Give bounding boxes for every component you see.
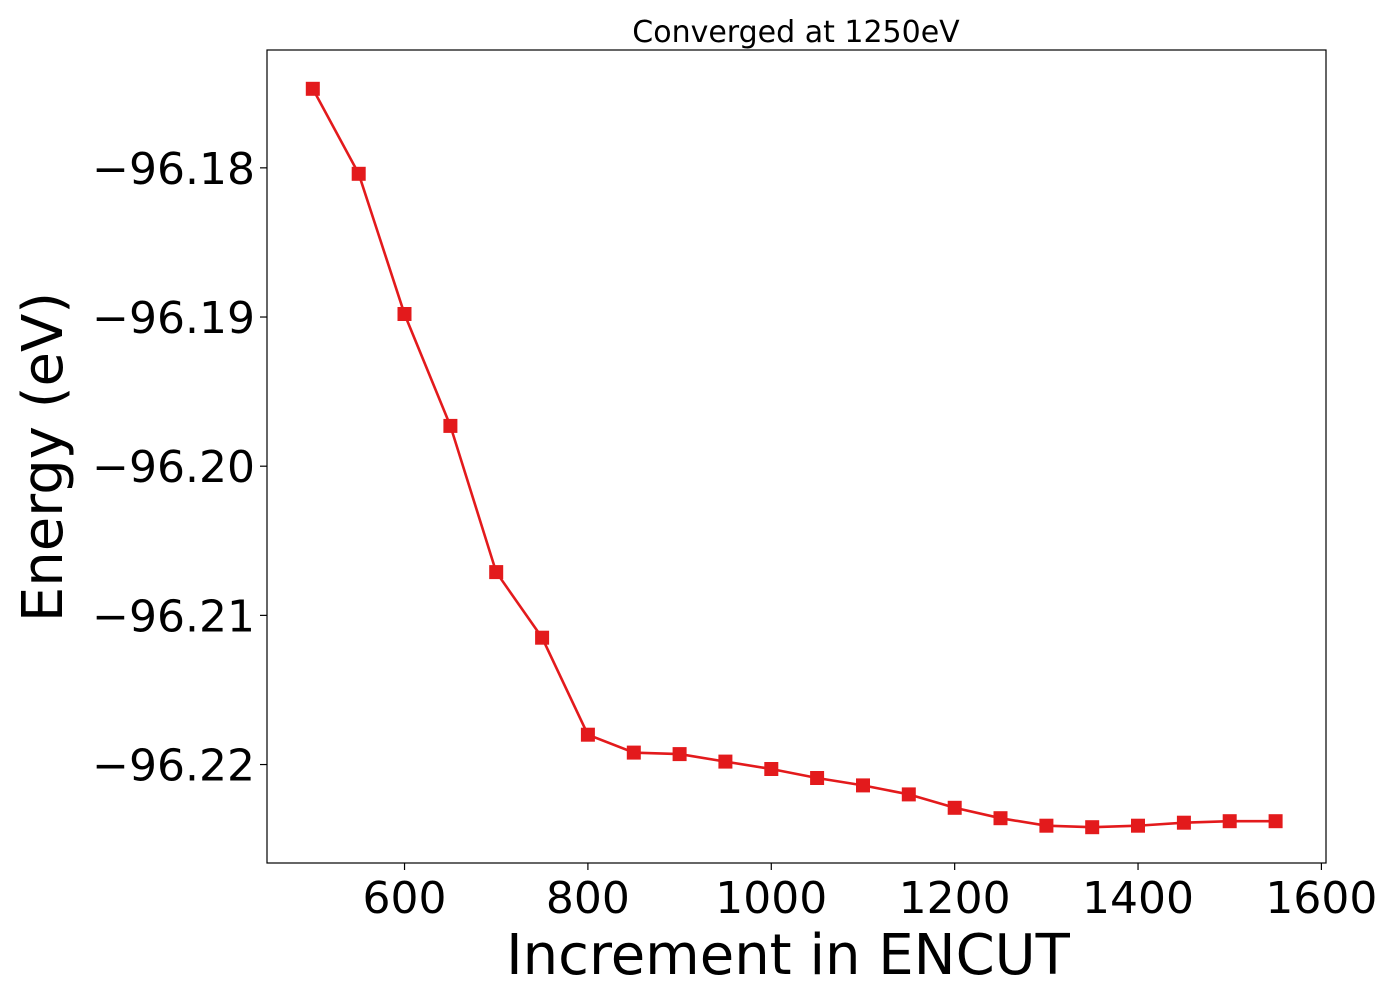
data-point-marker — [351, 166, 366, 181]
data-point-marker — [1131, 818, 1145, 833]
x-tick-label: 1600 — [1265, 873, 1377, 924]
data-point-marker — [1176, 815, 1191, 830]
chart-title: Converged at 1250eV — [632, 15, 960, 50]
x-tick-label: 600 — [363, 873, 447, 924]
data-point-marker — [1222, 814, 1237, 829]
data-point-marker — [1085, 820, 1100, 835]
plot-area — [305, 81, 1283, 835]
data-point-marker — [993, 811, 1008, 826]
data-point-marker — [764, 762, 779, 776]
y-tick-label: −96.18 — [92, 144, 255, 195]
x-axis-title: Increment in ENCUT — [506, 923, 1071, 988]
y-tick-label: −96.20 — [92, 442, 255, 493]
data-point-marker — [718, 754, 733, 769]
y-axis-ticks: −96.18 −96.19 −96.20 −96.21 −96.22 — [92, 144, 267, 792]
x-tick-label: 1200 — [899, 873, 1011, 924]
data-point-marker — [672, 747, 687, 762]
data-point-marker — [947, 800, 962, 815]
y-tick-label: −96.22 — [92, 741, 255, 792]
x-axis-ticks: 600 800 1000 1200 1400 1600 — [363, 863, 1377, 924]
data-point-marker — [397, 307, 412, 321]
series-line — [311, 88, 1276, 829]
y-axis-title: Energy (eV) — [11, 292, 76, 622]
data-point-marker — [305, 81, 320, 96]
x-tick-label: 1400 — [1082, 873, 1194, 924]
data-point-marker — [580, 727, 595, 742]
x-tick-label: 800 — [546, 873, 630, 924]
data-point-marker — [1039, 818, 1054, 833]
data-point-marker — [901, 787, 916, 802]
data-point-marker — [489, 565, 504, 580]
data-point-marker — [810, 771, 825, 785]
x-tick-label: 1000 — [715, 873, 827, 924]
data-point-marker — [1268, 814, 1283, 829]
y-tick-label: −96.19 — [92, 293, 255, 344]
data-point-marker — [443, 418, 458, 433]
data-point-marker — [856, 778, 870, 793]
y-tick-label: −96.21 — [92, 591, 255, 642]
plot-frame — [266, 49, 1327, 864]
series-markers — [305, 81, 1283, 835]
data-point-marker — [626, 745, 641, 760]
data-point-marker — [535, 630, 550, 645]
